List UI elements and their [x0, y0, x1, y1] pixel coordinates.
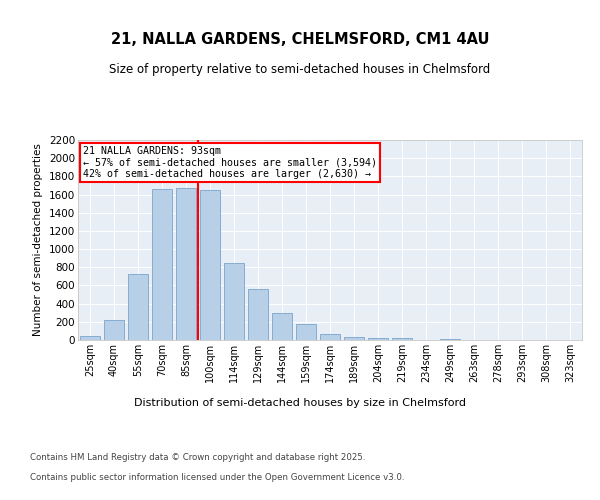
Y-axis label: Number of semi-detached properties: Number of semi-detached properties	[34, 144, 43, 336]
Text: Contains HM Land Registry data © Crown copyright and database right 2025.: Contains HM Land Registry data © Crown c…	[30, 453, 365, 462]
Bar	[104, 320, 124, 340]
Bar	[80, 336, 100, 340]
Text: 21, NALLA GARDENS, CHELMSFORD, CM1 4AU: 21, NALLA GARDENS, CHELMSFORD, CM1 4AU	[111, 32, 489, 48]
Bar	[224, 263, 244, 340]
Text: Distribution of semi-detached houses by size in Chelmsford: Distribution of semi-detached houses by …	[134, 398, 466, 407]
Bar	[200, 190, 220, 340]
Bar	[368, 338, 388, 340]
Bar	[344, 337, 364, 340]
Bar	[128, 274, 148, 340]
Bar	[272, 313, 292, 340]
Bar	[176, 188, 196, 340]
Text: Size of property relative to semi-detached houses in Chelmsford: Size of property relative to semi-detach…	[109, 64, 491, 76]
Bar	[296, 324, 316, 340]
Bar	[392, 338, 412, 340]
Bar	[248, 289, 268, 340]
Text: 21 NALLA GARDENS: 93sqm
← 57% of semi-detached houses are smaller (3,594)
42% of: 21 NALLA GARDENS: 93sqm ← 57% of semi-de…	[83, 146, 377, 179]
Bar	[152, 188, 172, 340]
Bar	[320, 334, 340, 340]
Text: Contains public sector information licensed under the Open Government Licence v3: Contains public sector information licen…	[30, 473, 404, 482]
Bar	[440, 338, 460, 340]
